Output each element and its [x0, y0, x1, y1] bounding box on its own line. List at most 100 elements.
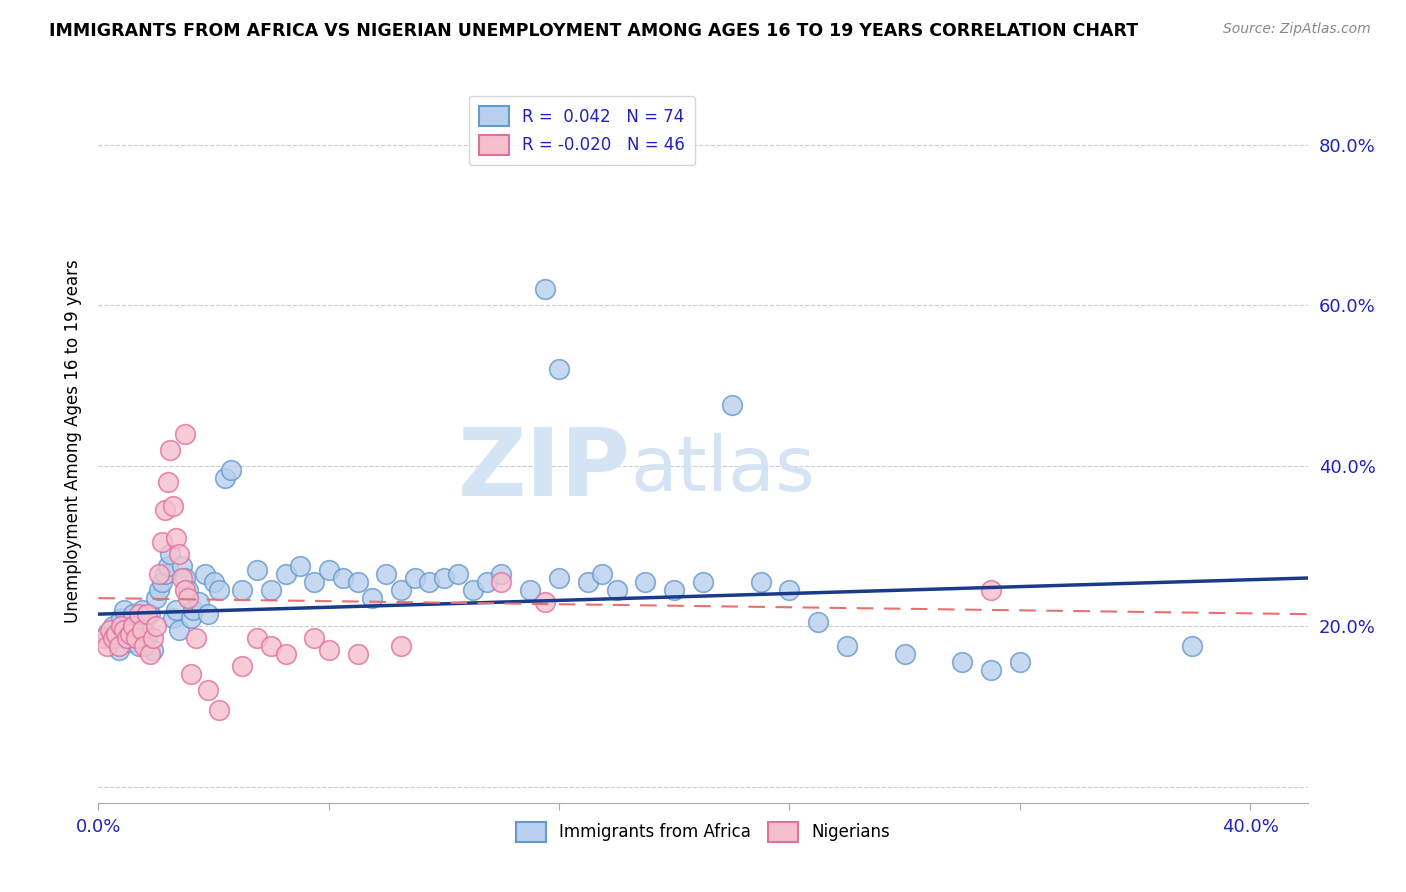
Point: [170, 571, 193, 585]
Point: [142, 643, 165, 657]
Point: [122, 607, 145, 621]
Point: [404, 571, 426, 585]
Point: [208, 703, 231, 717]
Point: [128, 639, 150, 653]
Point: [159, 442, 181, 457]
Point: [131, 623, 153, 637]
Point: [219, 462, 242, 476]
Point: [835, 639, 858, 653]
Point: [288, 558, 311, 573]
Point: [1181, 639, 1204, 653]
Point: [98, 623, 121, 637]
Point: [591, 567, 613, 582]
Point: [260, 639, 283, 653]
Point: [101, 619, 124, 633]
Point: [274, 567, 297, 582]
Point: [346, 574, 368, 589]
Point: [165, 603, 187, 617]
Point: [96, 627, 118, 641]
Text: atlas: atlas: [630, 434, 815, 508]
Point: [749, 574, 772, 589]
Point: [246, 632, 269, 646]
Point: [389, 583, 412, 598]
Point: [214, 470, 236, 484]
Point: [173, 571, 195, 585]
Point: [96, 639, 118, 653]
Point: [145, 619, 167, 633]
Point: [139, 648, 162, 662]
Point: [491, 574, 513, 589]
Point: [148, 567, 170, 582]
Point: [120, 627, 142, 641]
Point: [475, 574, 498, 589]
Point: [134, 623, 156, 637]
Point: [128, 607, 150, 621]
Point: [188, 595, 211, 609]
Point: [389, 639, 412, 653]
Point: [107, 643, 129, 657]
Point: [186, 632, 208, 646]
Point: [260, 583, 283, 598]
Point: [202, 574, 225, 589]
Text: Source: ZipAtlas.com: Source: ZipAtlas.com: [1223, 22, 1371, 37]
Point: [548, 362, 571, 376]
Point: [231, 583, 253, 598]
Point: [153, 502, 176, 516]
Point: [318, 643, 340, 657]
Point: [170, 558, 193, 573]
Point: [125, 619, 148, 633]
Point: [101, 632, 124, 646]
Point: [980, 583, 1002, 598]
Point: [519, 583, 541, 598]
Point: [197, 607, 219, 621]
Point: [176, 583, 198, 598]
Point: [634, 574, 657, 589]
Point: [533, 282, 555, 296]
Point: [180, 611, 202, 625]
Point: [162, 499, 184, 513]
Point: [112, 603, 135, 617]
Point: [692, 574, 714, 589]
Point: [122, 619, 145, 633]
Point: [375, 567, 398, 582]
Point: [548, 571, 571, 585]
Point: [332, 571, 354, 585]
Point: [176, 591, 198, 606]
Point: [104, 632, 127, 646]
Point: [115, 623, 138, 637]
Point: [197, 683, 219, 698]
Point: [131, 603, 153, 617]
Point: [304, 632, 326, 646]
Point: [153, 567, 176, 582]
Point: [173, 426, 195, 441]
Point: [664, 583, 686, 598]
Point: [162, 611, 184, 625]
Point: [110, 619, 132, 633]
Point: [142, 632, 165, 646]
Point: [950, 655, 973, 669]
Point: [139, 607, 162, 621]
Point: [120, 635, 142, 649]
Point: [246, 563, 269, 577]
Point: [807, 615, 830, 630]
Point: [720, 398, 742, 412]
Point: [180, 667, 202, 681]
Point: [112, 623, 135, 637]
Point: [194, 567, 217, 582]
Point: [208, 583, 231, 598]
Point: [134, 639, 156, 653]
Point: [156, 475, 179, 489]
Point: [533, 595, 555, 609]
Point: [1008, 655, 1031, 669]
Point: [980, 664, 1002, 678]
Point: [115, 632, 138, 646]
Point: [148, 583, 170, 598]
Point: [165, 531, 187, 545]
Point: [159, 547, 181, 561]
Y-axis label: Unemployment Among Ages 16 to 19 years: Unemployment Among Ages 16 to 19 years: [65, 260, 83, 624]
Point: [304, 574, 326, 589]
Point: [156, 558, 179, 573]
Point: [231, 659, 253, 673]
Point: [606, 583, 628, 598]
Point: [778, 583, 800, 598]
